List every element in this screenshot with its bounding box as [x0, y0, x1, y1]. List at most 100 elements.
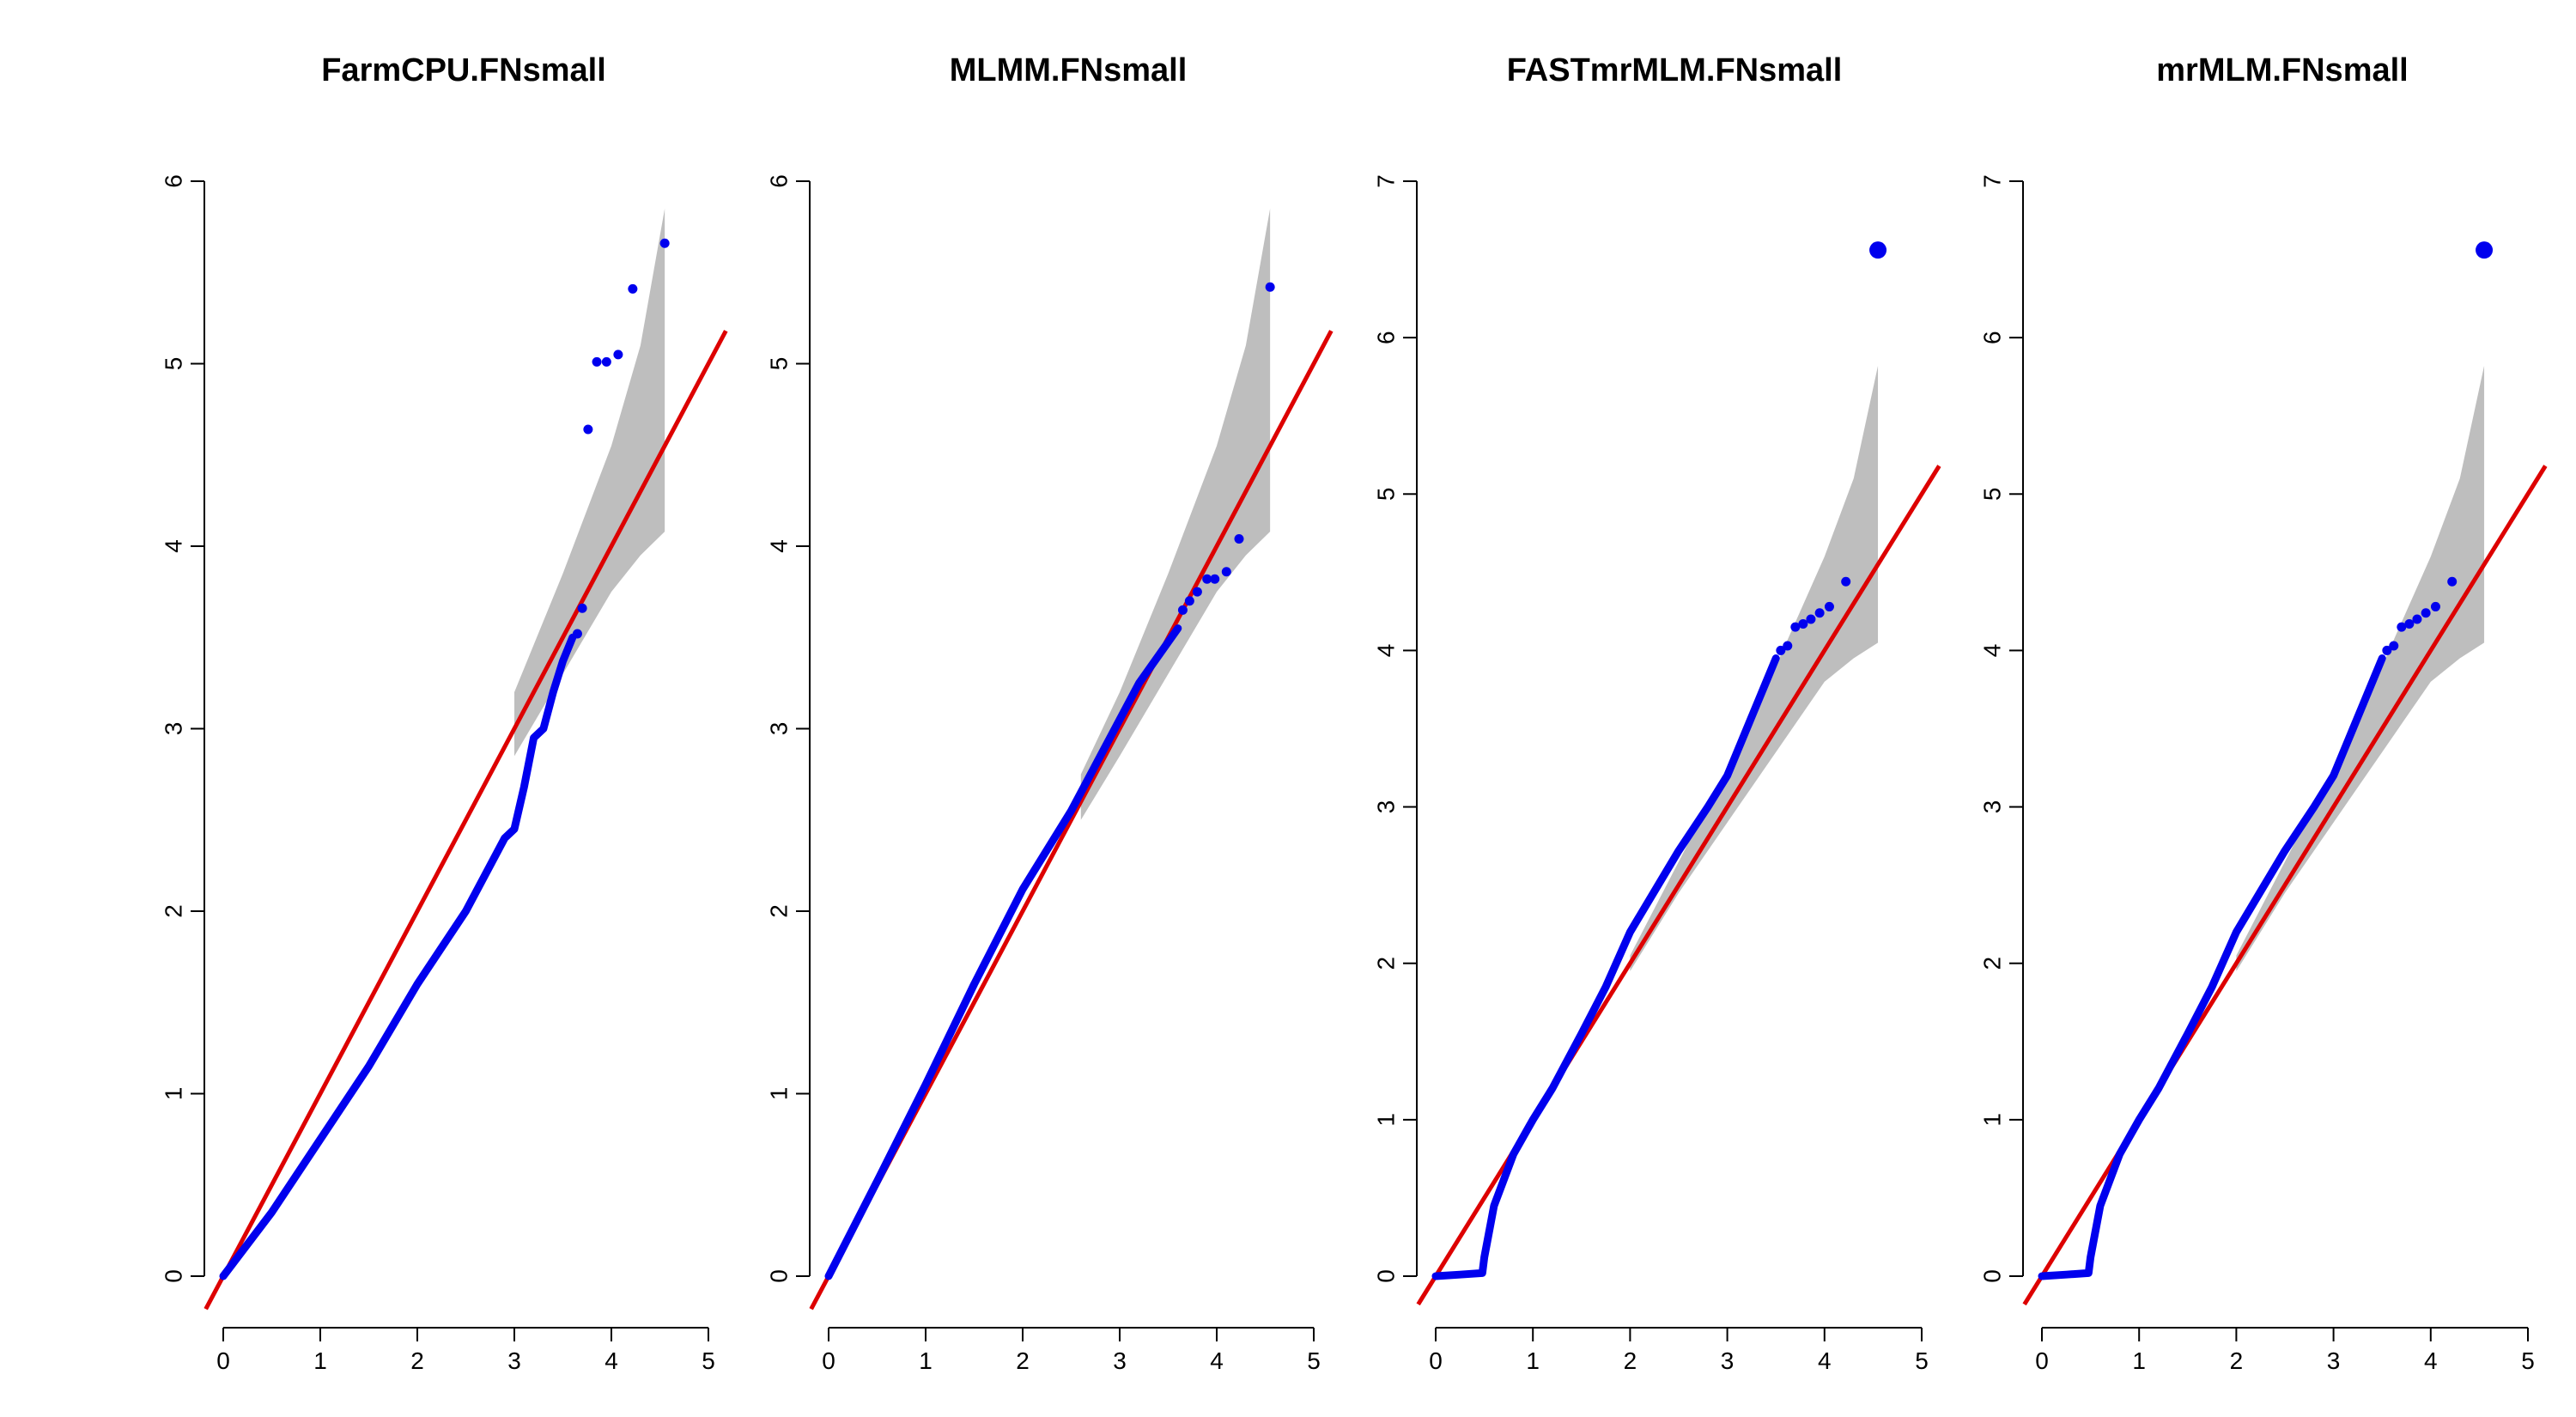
panel-title: FarmCPU.FNsmall [321, 52, 606, 88]
data-point [1841, 576, 1851, 587]
x-tick-label: 5 [702, 1347, 715, 1374]
confidence-band [1630, 365, 1879, 971]
data-point [577, 603, 587, 613]
y-tick-label: 2 [1373, 957, 1400, 970]
data-point [1210, 574, 1220, 584]
panel-mlmm: MLMM.FNsmall 0 1 2 3 4 5 0 1 2 3 4 5 6 [766, 52, 1334, 1374]
y-tick-label: 4 [766, 539, 793, 553]
x-tick-label: 3 [2327, 1347, 2341, 1374]
y-tick-label: 1 [1979, 1113, 2006, 1127]
x-tick-label: 4 [1210, 1347, 1224, 1374]
y-tick-label: 3 [1979, 800, 2006, 814]
y-tick-label: 3 [161, 722, 187, 736]
x-tick-label: 4 [2424, 1347, 2438, 1374]
x-tick-label: 2 [2230, 1347, 2244, 1374]
data-point [1824, 601, 1834, 611]
x-tick-label: 3 [1113, 1347, 1127, 1374]
x-tick-label: 1 [313, 1347, 327, 1374]
y-tick-label: 1 [161, 1087, 187, 1101]
y-tick-label: 5 [161, 357, 187, 371]
data-point [613, 350, 623, 360]
data-point [1192, 587, 1202, 597]
x-tick-label: 0 [2035, 1347, 2049, 1374]
y-tick-label: 1 [1373, 1113, 1400, 1127]
observed-points-curve [219, 633, 577, 1280]
confidence-band [1080, 208, 1271, 820]
top-data-point [1869, 241, 1887, 259]
panel-title: mrMLM.FNsmall [2156, 52, 2408, 88]
x-tick-label: 3 [507, 1347, 521, 1374]
data-point [601, 356, 611, 367]
data-point [592, 356, 602, 367]
data-point [2421, 608, 2431, 618]
x-tick-label: 2 [410, 1347, 424, 1374]
y-tick-label: 1 [766, 1087, 793, 1101]
panel-farmcpu: FarmCPU.FNsmall 0 1 2 3 4 5 0 1 2 3 4 5 6 [161, 52, 728, 1374]
y-tick-label: 3 [766, 722, 793, 736]
panel-mrmlm: mrMLM.FNsmall 0 1 2 3 4 5 0 1 2 3 4 5 6 7 [1979, 52, 2548, 1374]
y-tick-label: 6 [161, 174, 187, 188]
data-point [1814, 608, 1825, 618]
confidence-band [514, 208, 665, 757]
x-tick-label: 1 [2132, 1347, 2146, 1374]
data-point [2404, 618, 2415, 629]
y-tick-label: 6 [1979, 331, 2006, 344]
x-tick-label: 5 [1915, 1347, 1929, 1374]
top-data-point [2476, 241, 2494, 259]
y-tick-label: 0 [766, 1269, 793, 1283]
y-tick-label: 6 [766, 174, 793, 188]
y-tick-label: 4 [161, 539, 187, 553]
y-tick-label: 7 [1373, 174, 1400, 188]
y-tick-label: 0 [161, 1269, 187, 1283]
data-point [1776, 645, 1786, 655]
data-point [2397, 622, 2407, 632]
y-tick-label: 5 [1373, 487, 1400, 501]
y-tick-label: 2 [161, 904, 187, 918]
data-point [1798, 618, 1808, 629]
x-tick-label: 2 [1624, 1347, 1637, 1374]
data-point [572, 629, 582, 639]
x-tick-label: 0 [216, 1347, 230, 1374]
y-tick-label: 5 [766, 357, 793, 371]
data-point [1184, 596, 1194, 606]
x-tick-label: 5 [1307, 1347, 1321, 1374]
data-point [583, 424, 593, 435]
y-tick-label: 7 [1979, 174, 2006, 188]
y-tick-label: 3 [1373, 800, 1400, 814]
confidence-band [2236, 365, 2485, 971]
observed-points-curve [2038, 654, 2386, 1280]
y-tick-label: 2 [1979, 957, 2006, 970]
y-tick-label: 4 [1373, 644, 1400, 658]
x-tick-label: 4 [1818, 1347, 1832, 1374]
data-point [1202, 574, 1212, 584]
x-tick-label: 2 [1016, 1347, 1030, 1374]
data-point [1790, 622, 1801, 632]
data-point [1265, 282, 1275, 292]
x-tick-label: 5 [2521, 1347, 2535, 1374]
x-tick-label: 3 [1721, 1347, 1735, 1374]
x-tick-label: 0 [1429, 1347, 1443, 1374]
reference-line [1416, 465, 1941, 1306]
data-point [1177, 605, 1188, 615]
observed-points-curve [824, 624, 1182, 1280]
x-tick-label: 1 [1526, 1347, 1540, 1374]
data-point [659, 238, 670, 248]
panel-fastmrmlm: FASTmrMLM.FNsmall 0 1 2 3 4 5 0 1 2 3 4 5 6 7 [1373, 52, 1941, 1374]
x-tick-label: 4 [605, 1347, 618, 1374]
x-tick-label: 0 [822, 1347, 835, 1374]
panel-title: MLMM.FNsmall [950, 52, 1188, 88]
y-tick-label: 0 [1373, 1269, 1400, 1283]
y-tick-label: 2 [766, 904, 793, 918]
data-point [628, 283, 638, 294]
y-tick-label: 4 [1979, 644, 2006, 658]
x-tick-label: 1 [919, 1347, 933, 1374]
data-point [2382, 645, 2392, 655]
observed-points-curve [1431, 654, 1780, 1280]
panel-title: FASTmrMLM.FNsmall [1507, 52, 1843, 88]
reference-line [2022, 465, 2548, 1306]
data-point [2447, 576, 2458, 587]
data-point [1221, 567, 1231, 577]
data-point [2412, 614, 2422, 624]
data-point [1783, 641, 1793, 651]
